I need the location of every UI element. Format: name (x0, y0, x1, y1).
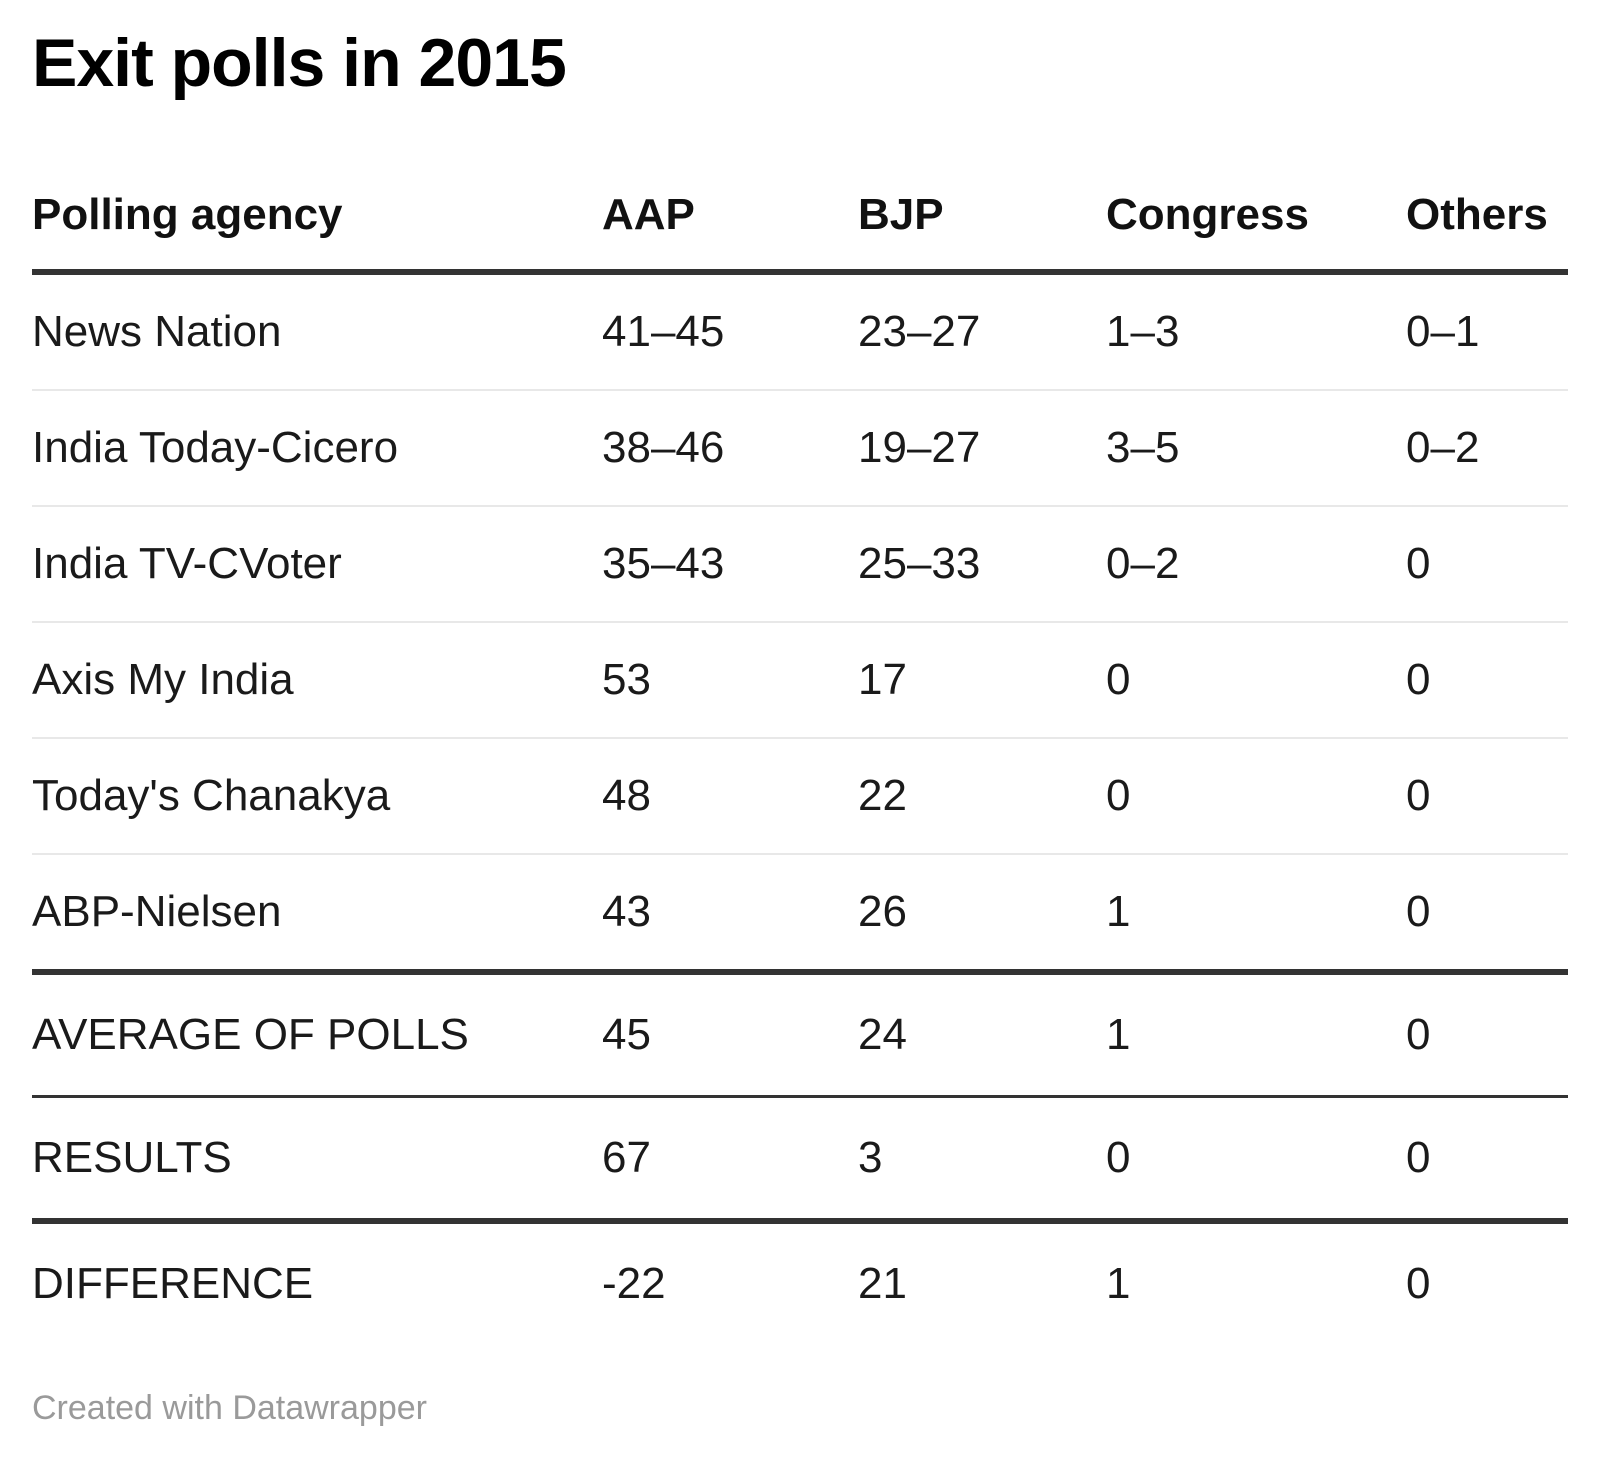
cell-agency: News Nation (32, 306, 282, 356)
table-row-results: RESULTS 67 3 0 0 (32, 1094, 1568, 1221)
chart-title: Exit polls in 2015 (32, 25, 567, 101)
cell-congress: 0 (1106, 1094, 1406, 1221)
cell-bjp: 19–27 (858, 388, 1106, 506)
header-row: Polling agency AAP BJP Congress Others (32, 100, 1568, 275)
cell-aap: 67 (602, 1094, 858, 1221)
cell-agency: DIFFERENCE (32, 1217, 602, 1344)
column-header-congress: Congress (1106, 100, 1406, 275)
cell-bjp: 17 (858, 620, 1106, 738)
cell-others: 0 (1406, 968, 1568, 1097)
table-row-india-today-cicero: India Today-Cicero 38–46 19–27 3–5 0–2 (32, 388, 1568, 506)
cell-agency: Axis My India (32, 620, 602, 738)
cell-others: 0 (1406, 1217, 1568, 1344)
cell-aap: 38–46 (602, 388, 858, 506)
table-row-average-of-polls: AVERAGE OF POLLS 45 24 1 0 (32, 968, 1568, 1097)
cell-congress: 1 (1106, 968, 1406, 1097)
cell-congress: 1 (1106, 852, 1406, 972)
column-header-polling-agency: Polling agency (32, 100, 602, 275)
cell-agency: AVERAGE OF POLLS (32, 968, 602, 1097)
cell-aap: 48 (602, 736, 858, 854)
table-row-india-tv-cvoter: India TV-CVoter 35–43 25–33 0–2 0 (32, 504, 1568, 622)
cell-aap: 41–45 (602, 306, 725, 356)
cell-aap: 43 (602, 852, 858, 972)
summary-rows-section: AVERAGE OF POLLS 45 24 1 0 RESULTS 67 3 … (32, 968, 1568, 1344)
cell-aap: -22 (602, 1217, 858, 1344)
chart-container: Exit polls in 2015 Polling agency AAP BJ… (0, 26, 1600, 1428)
poll-rows-section: News Nation 41–45 23–27 1–3 0–1 India To… (32, 272, 1568, 972)
cell-others: 0–1 (1406, 306, 1480, 356)
cell-aap: 53 (602, 620, 858, 738)
cell-bjp: 23–27 (858, 306, 981, 356)
cell-others: 0 (1406, 504, 1568, 622)
table-row-news-nation: News Nation 41–45 23–27 1–3 0–1 (32, 272, 1568, 390)
cell-agency: ABP-Nielsen (32, 852, 602, 972)
table-header: Polling agency AAP BJP Congress Others (32, 100, 1568, 275)
table-row-todays-chanakya: Today's Chanakya 48 22 0 0 (32, 736, 1568, 854)
cell-congress: 3–5 (1106, 388, 1406, 506)
cell-congress: 0 (1106, 736, 1406, 854)
table-row-difference: DIFFERENCE -22 21 1 0 (32, 1217, 1568, 1344)
cell-others: 0–2 (1406, 388, 1568, 506)
cell-bjp: 24 (858, 968, 1106, 1097)
cell-bjp: 21 (858, 1217, 1106, 1344)
cell-others: 0 (1406, 620, 1568, 738)
column-header-others: Others (1406, 100, 1568, 275)
cell-aap: 35–43 (602, 504, 858, 622)
cell-others: 0 (1406, 736, 1568, 854)
cell-bjp: 3 (858, 1094, 1106, 1221)
cell-agency: RESULTS (32, 1094, 602, 1221)
cell-bjp: 26 (858, 852, 1106, 972)
cell-agency: India TV-CVoter (32, 504, 602, 622)
column-header-aap: AAP (602, 100, 858, 275)
cell-congress: 0 (1106, 620, 1406, 738)
cell-congress: 0–2 (1106, 504, 1406, 622)
table-row-abp-nielsen: ABP-Nielsen 43 26 1 0 (32, 852, 1568, 972)
cell-congress: 1–3 (1106, 306, 1180, 356)
cell-bjp: 25–33 (858, 504, 1106, 622)
cell-agency: India Today-Cicero (32, 388, 602, 506)
datawrapper-credit: Created with Datawrapper (32, 1388, 427, 1427)
cell-bjp: 22 (858, 736, 1106, 854)
column-header-bjp: BJP (858, 100, 1106, 275)
cell-others: 0 (1406, 1094, 1568, 1221)
exit-polls-table: Polling agency AAP BJP Congress Others N… (32, 100, 1568, 1344)
cell-others: 0 (1406, 852, 1568, 972)
table-row-axis-my-india: Axis My India 53 17 0 0 (32, 620, 1568, 738)
cell-agency: Today's Chanakya (32, 736, 602, 854)
cell-aap: 45 (602, 968, 858, 1097)
cell-congress: 1 (1106, 1217, 1406, 1344)
